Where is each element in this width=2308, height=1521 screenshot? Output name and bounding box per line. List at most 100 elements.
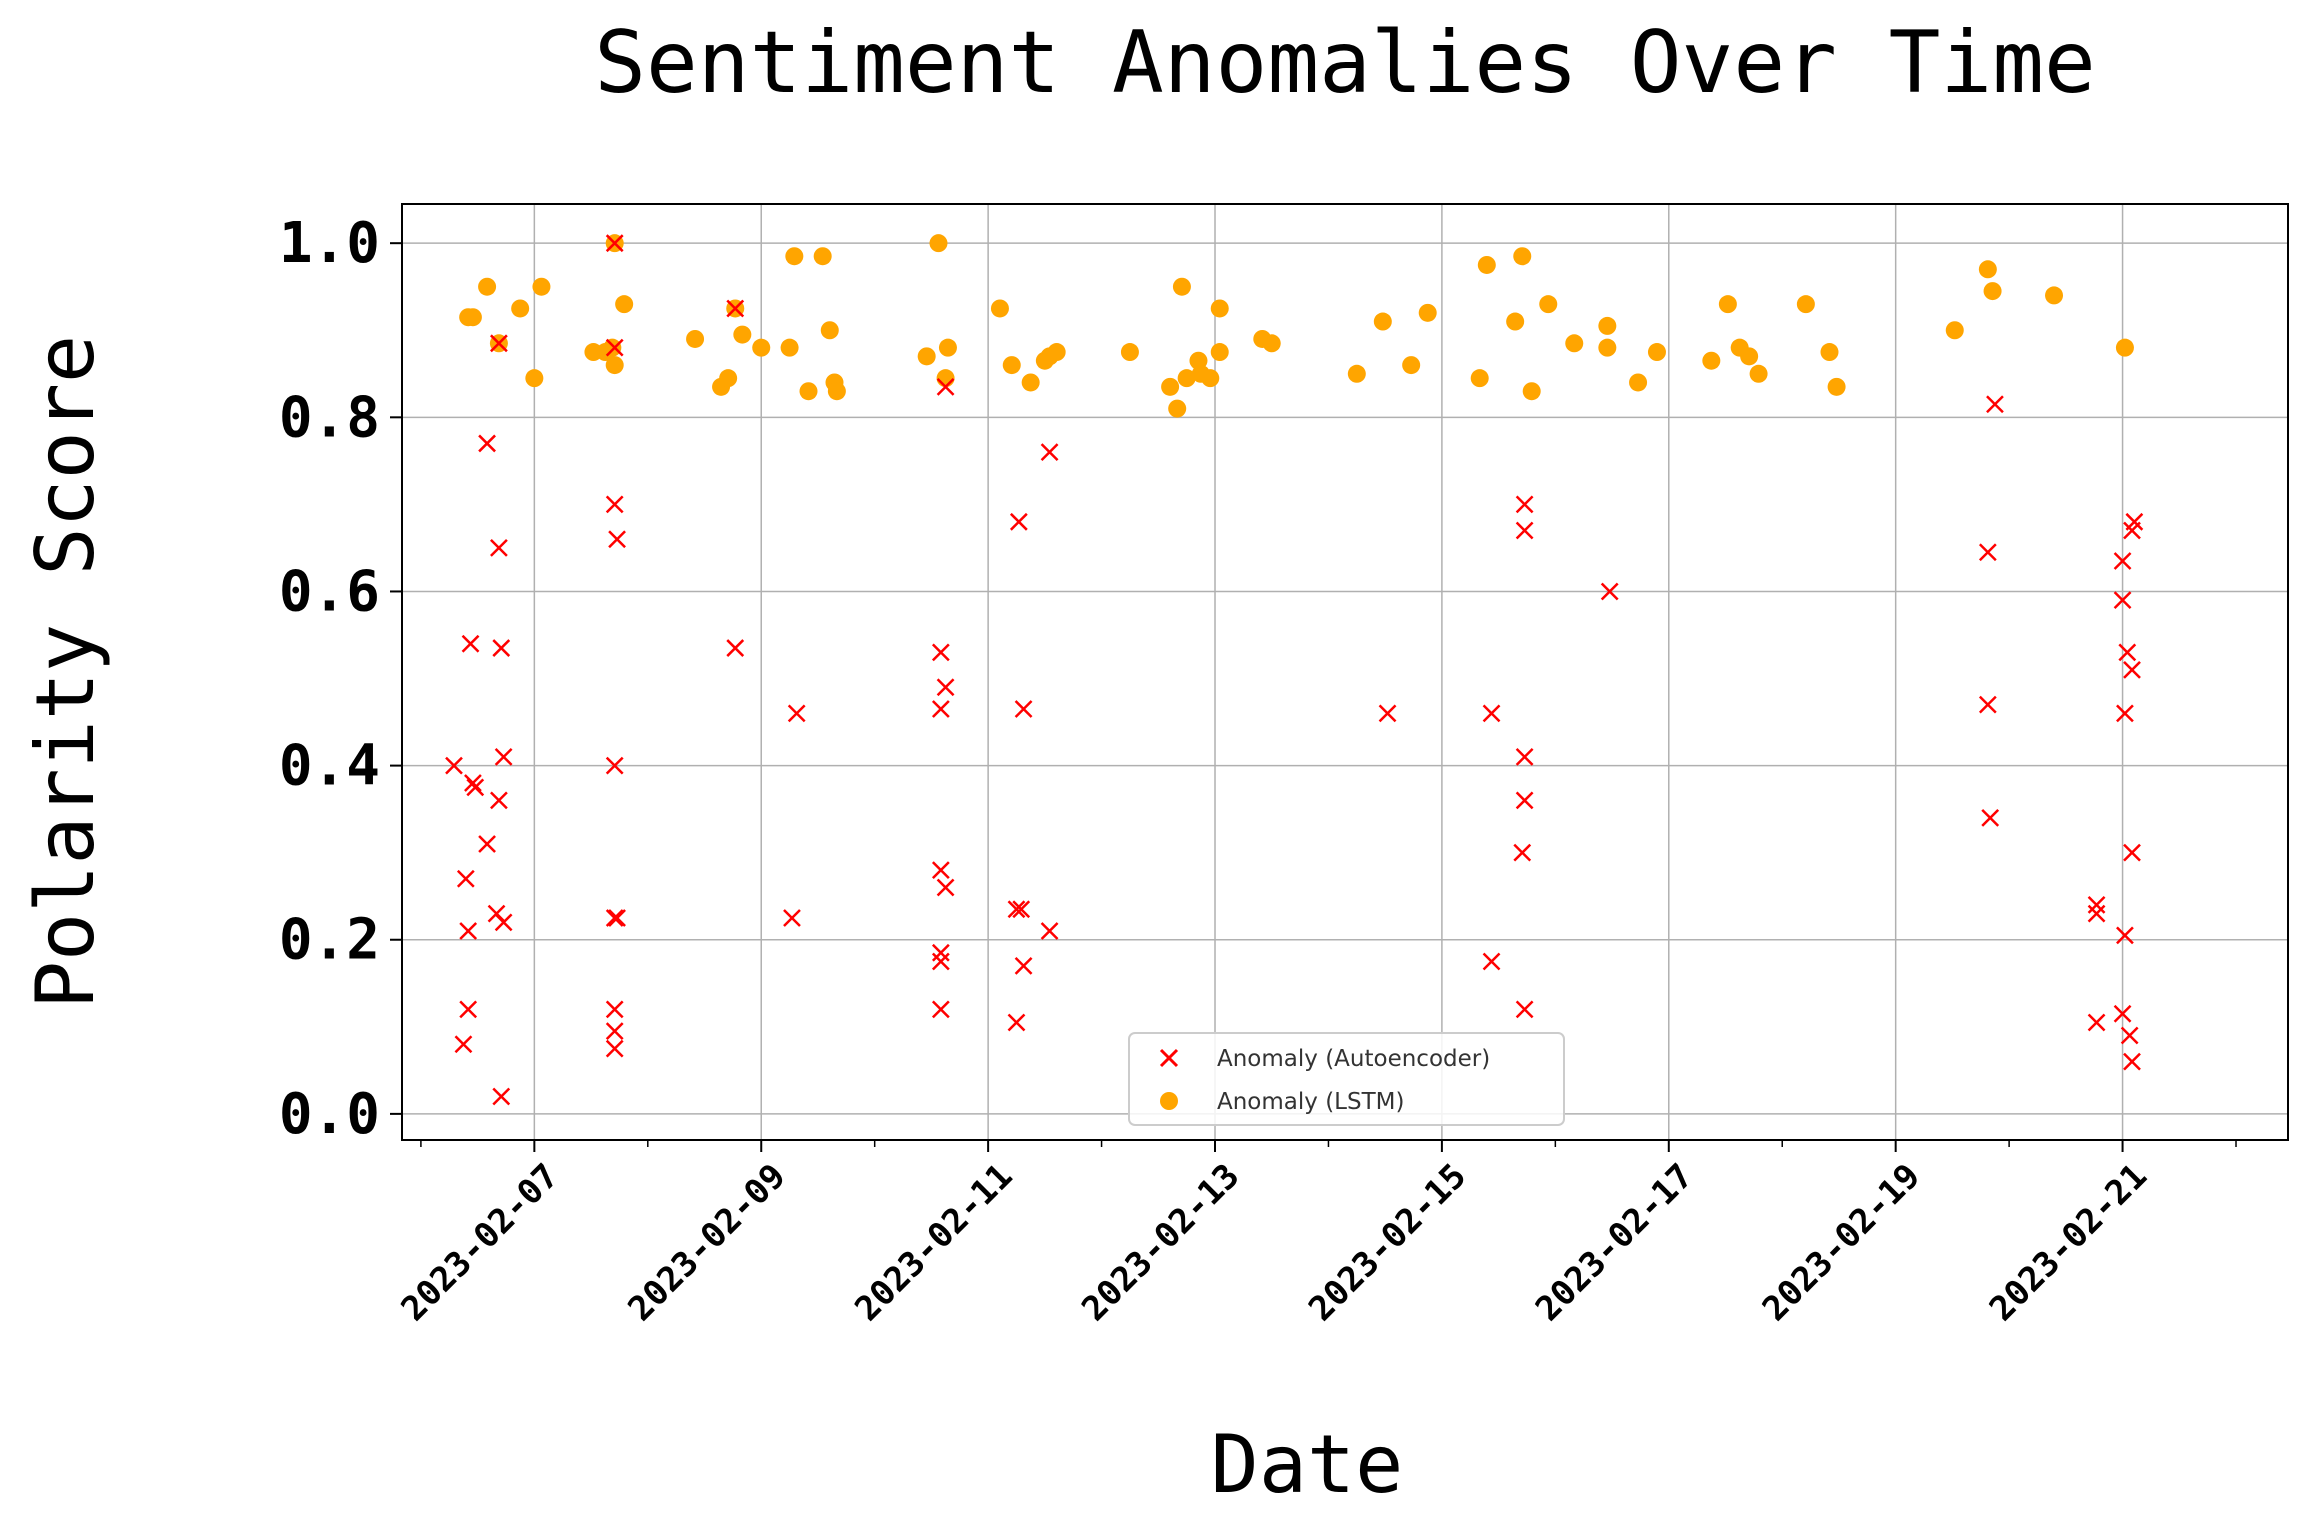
autoencoder-point [2118, 643, 2137, 662]
autoencoder-point [1012, 900, 1031, 919]
lstm-point [1749, 364, 1768, 383]
autoencoder-point [461, 634, 480, 653]
autoencoder-point-stroke [2087, 1013, 2106, 1032]
autoencoder-point [1986, 395, 2004, 414]
autoencoder-point [931, 861, 950, 879]
y-tick-label: 1.0 [279, 211, 380, 276]
lstm-point [1945, 321, 1964, 340]
autoencoder-point [2123, 1052, 2141, 1071]
autoencoder-point-stroke [2120, 1026, 2139, 1045]
autoencoder-point-stroke [2087, 904, 2106, 923]
autoencoder-point-stroke [490, 791, 508, 810]
autoencoder-point [454, 1035, 473, 1054]
autoencoder-point [605, 1039, 624, 1058]
autoencoder-point-stroke [2116, 926, 2134, 945]
autoencoder-point [605, 756, 624, 775]
autoencoder-point-stroke [2118, 643, 2137, 662]
lstm-point [799, 382, 818, 401]
plot-area [401, 203, 2289, 1141]
autoencoder-point-stroke [1600, 582, 1619, 601]
lstm-point [1470, 369, 1489, 388]
autoencoder-point [490, 791, 508, 810]
autoencoder-point-stroke [1515, 748, 1534, 766]
lstm-point [1598, 316, 1617, 335]
lstm-point [1168, 399, 1187, 418]
autoencoder-point-stroke [445, 756, 463, 775]
autoencoder-point [2116, 704, 2134, 723]
autoencoder-point [931, 1000, 950, 1019]
autoencoder-point [1007, 1013, 1026, 1032]
autoencoder-point [459, 922, 478, 940]
autoencoder-point [492, 1087, 511, 1106]
autoencoder-point-stroke [1515, 1000, 1534, 1019]
autoencoder-point [936, 377, 955, 396]
lstm-point [532, 277, 551, 296]
autoencoder-point [456, 869, 475, 888]
autoencoder-point [492, 639, 511, 657]
lstm-point [1210, 299, 1229, 318]
autoencoder-point-stroke [605, 1022, 624, 1041]
lstm-point [1002, 356, 1021, 375]
lstm-point [1598, 338, 1617, 357]
legend-marker-autoencoder-icon [1159, 1048, 1179, 1068]
lstm-point [827, 382, 846, 401]
autoencoder-point [494, 913, 513, 932]
autoencoder-point-stroke [464, 774, 482, 792]
legend-box [1128, 1032, 1565, 1126]
autoencoder-point-stroke [1513, 843, 1532, 862]
autoencoder-point [464, 774, 482, 792]
lstm-point [1506, 312, 1525, 331]
lstm-point [463, 308, 482, 327]
autoencoder-point-stroke [2113, 552, 2132, 570]
autoencoder-point-stroke [1040, 922, 1059, 940]
autoencoder-point-stroke [931, 643, 950, 662]
autoencoder-point-stroke [1482, 704, 1501, 723]
autoencoder-point-stroke [478, 434, 496, 453]
autoencoder-point-stroke [605, 234, 624, 253]
autoencoder-point-stroke [490, 334, 508, 353]
autoencoder-point [478, 434, 496, 453]
autoencoder-point-stroke [726, 639, 745, 657]
lstm-point [1978, 260, 1997, 279]
axis-ticks: 0.0 0.2 0.4 0.6 0.8 1.0 2023-02-07 2023-02-09 20… [279, 211, 2237, 1329]
lstm-point [1647, 343, 1666, 362]
autoencoder-point [936, 878, 955, 897]
lstm-point [603, 338, 622, 357]
autoencoder-point [2087, 896, 2106, 914]
autoencoder-point-stroke [2123, 843, 2141, 862]
autoencoder-point [726, 299, 745, 318]
lstm-point [605, 356, 624, 375]
lstm-point [1201, 369, 1220, 388]
autoencoder-series [445, 234, 2144, 1106]
autoencoder-point [478, 835, 496, 853]
autoencoder-point-stroke [936, 878, 955, 897]
lstm-point [1827, 377, 1846, 396]
autoencoder-point [608, 909, 626, 927]
autoencoder-point [2113, 1004, 2132, 1023]
autoencoder-point [466, 778, 485, 797]
lstm-point [1539, 295, 1558, 314]
lstm-point [511, 299, 530, 318]
autoencoder-point-stroke [1007, 1013, 1026, 1032]
autoencoder-point-stroke [1515, 791, 1534, 810]
autoencoder-point [1014, 956, 1033, 975]
autoencoder-point [1007, 900, 1026, 919]
lstm-point [1262, 334, 1281, 353]
lstm-point [785, 247, 804, 266]
autoencoder-point [445, 756, 463, 775]
autoencoder-point-stroke [931, 1000, 950, 1019]
lstm-point [1820, 343, 1839, 362]
autoencoder-point-stroke [2125, 512, 2144, 531]
autoencoder-point-stroke [605, 1039, 624, 1058]
autoencoder-point-stroke [605, 909, 624, 927]
lstm-point [1718, 295, 1737, 314]
autoencoder-point-stroke [1007, 900, 1026, 919]
y-tick-label: 0.6 [279, 559, 380, 624]
autoencoder-point-stroke [454, 1035, 473, 1054]
legend-label-lstm: Anomaly (LSTM) [1217, 1089, 1404, 1115]
autoencoder-point-stroke [1978, 695, 1997, 714]
autoencoder-point [605, 495, 624, 514]
autoencoder-point-stroke [605, 756, 624, 775]
lstm-point [1120, 343, 1139, 362]
lstm-point [1177, 369, 1196, 388]
